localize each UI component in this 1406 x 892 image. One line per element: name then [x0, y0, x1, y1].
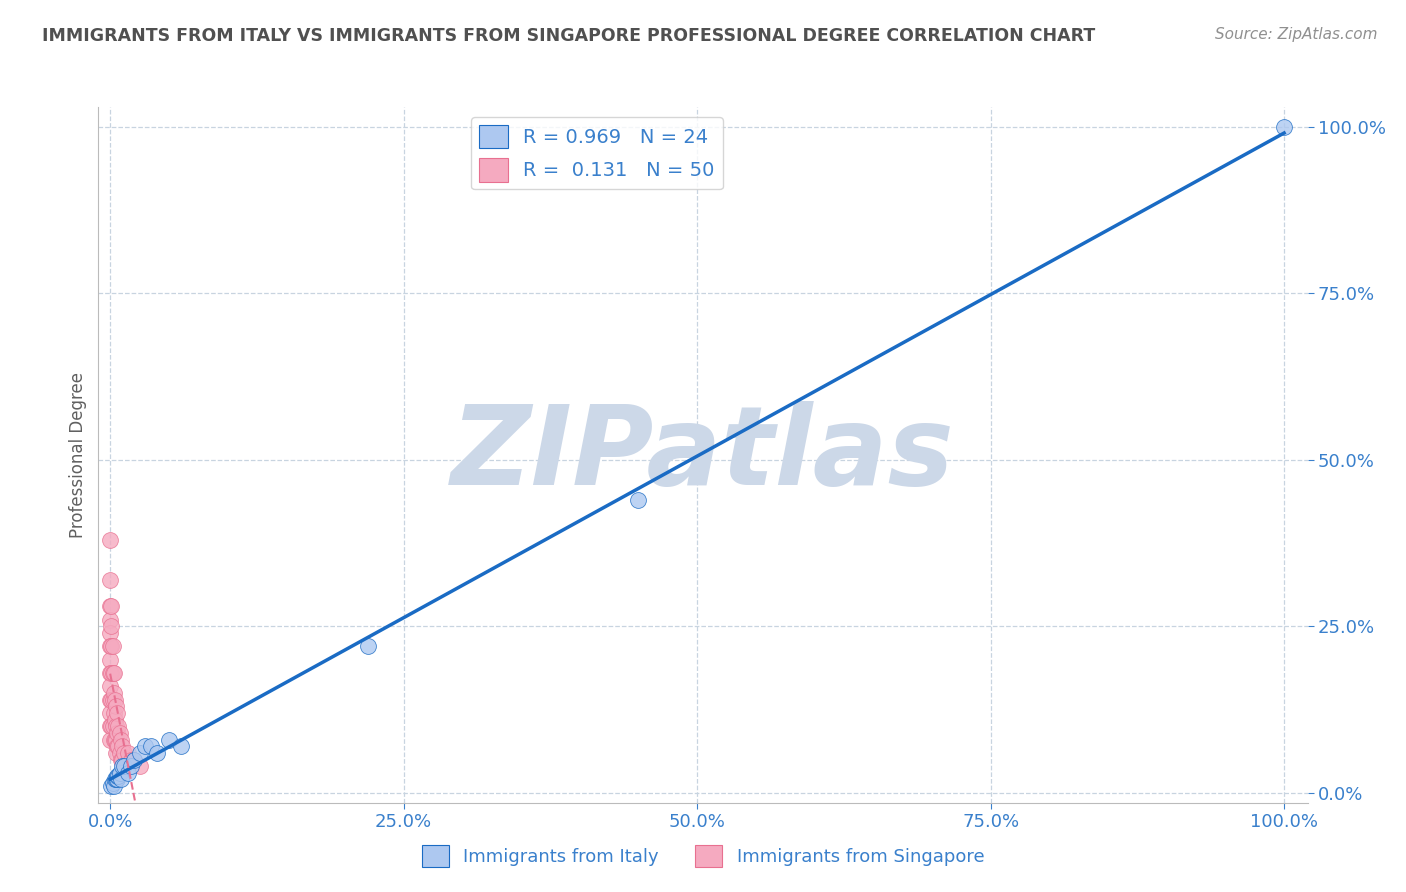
Point: [100, 665, 122, 680]
Point: [103, 732, 125, 747]
Point: [98, 573, 121, 587]
Point: [104, 692, 127, 706]
Point: [128, 746, 150, 760]
Point: [105, 772, 128, 787]
Point: [134, 739, 156, 754]
Point: [110, 752, 132, 766]
Point: [103, 686, 125, 700]
Point: [100, 619, 122, 633]
Point: [107, 719, 129, 733]
Point: [101, 665, 124, 680]
Point: [111, 759, 134, 773]
Point: [111, 739, 134, 754]
Point: [111, 752, 134, 766]
Point: [104, 732, 127, 747]
Point: [101, 640, 124, 654]
Point: [101, 776, 124, 790]
Point: [98, 732, 121, 747]
Point: [120, 759, 142, 773]
Point: [128, 759, 150, 773]
Point: [100, 599, 122, 614]
Point: [146, 746, 169, 760]
Point: [98, 626, 121, 640]
Point: [105, 699, 128, 714]
Point: [122, 752, 145, 766]
Point: [117, 765, 139, 780]
Point: [98, 719, 121, 733]
Point: [627, 492, 650, 507]
Point: [357, 640, 380, 654]
Point: [107, 739, 129, 754]
Point: [100, 719, 122, 733]
Y-axis label: Professional Degree: Professional Degree: [69, 372, 87, 538]
Point: [169, 739, 191, 754]
Point: [105, 772, 128, 787]
Point: [98, 692, 121, 706]
Point: [105, 769, 128, 783]
Point: [98, 640, 121, 654]
Point: [157, 732, 180, 747]
Point: [108, 726, 131, 740]
Point: [101, 692, 124, 706]
Point: [105, 706, 128, 720]
Point: [1272, 120, 1295, 134]
Point: [103, 706, 125, 720]
Point: [104, 713, 127, 727]
Point: [98, 599, 121, 614]
Point: [98, 679, 121, 693]
Point: [105, 732, 128, 747]
Point: [122, 752, 145, 766]
Point: [105, 739, 128, 754]
Point: [112, 746, 135, 760]
Point: [103, 665, 125, 680]
Point: [108, 765, 131, 780]
Point: [120, 752, 142, 766]
Text: IMMIGRANTS FROM ITALY VS IMMIGRANTS FROM SINGAPORE PROFESSIONAL DEGREE CORRELATI: IMMIGRANTS FROM ITALY VS IMMIGRANTS FROM…: [42, 27, 1095, 45]
Point: [107, 769, 129, 783]
Point: [104, 772, 127, 787]
Point: [100, 779, 122, 793]
Point: [103, 779, 125, 793]
Point: [98, 706, 121, 720]
Point: [110, 732, 132, 747]
Point: [100, 692, 122, 706]
Point: [98, 613, 121, 627]
Legend: R = 0.969   N = 24, R =  0.131   N = 50: R = 0.969 N = 24, R = 0.131 N = 50: [471, 117, 723, 189]
Point: [108, 746, 131, 760]
Point: [101, 719, 124, 733]
Point: [105, 719, 128, 733]
Point: [105, 746, 128, 760]
Point: [112, 759, 135, 773]
Point: [98, 653, 121, 667]
Point: [98, 665, 121, 680]
Point: [100, 640, 122, 654]
Text: Source: ZipAtlas.com: Source: ZipAtlas.com: [1215, 27, 1378, 42]
Legend: Immigrants from Italy, Immigrants from Singapore: Immigrants from Italy, Immigrants from S…: [415, 838, 991, 874]
Point: [117, 746, 139, 760]
Point: [110, 772, 132, 787]
Point: [98, 533, 121, 547]
Text: ZIPatlas: ZIPatlas: [451, 401, 955, 508]
Point: [105, 726, 128, 740]
Point: [141, 739, 163, 754]
